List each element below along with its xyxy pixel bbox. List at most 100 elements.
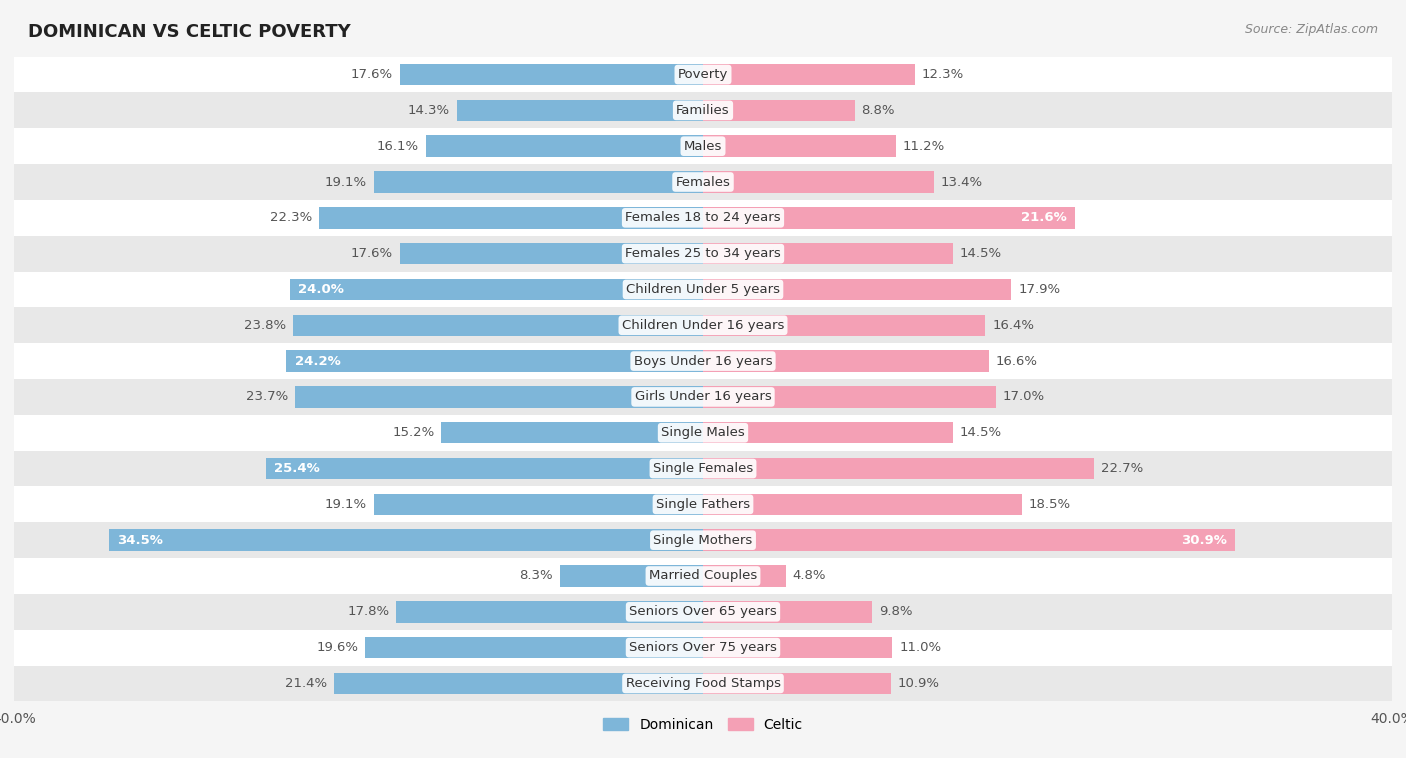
Bar [14, 666, 1392, 701]
Bar [703, 386, 995, 408]
Bar [14, 271, 1392, 307]
Bar [14, 307, 1392, 343]
Bar [292, 315, 703, 336]
Text: 30.9%: 30.9% [1181, 534, 1226, 547]
Text: 23.7%: 23.7% [246, 390, 288, 403]
Bar [14, 594, 1392, 630]
Text: 11.2%: 11.2% [903, 139, 945, 152]
Text: 22.7%: 22.7% [1101, 462, 1143, 475]
Bar [14, 451, 1392, 487]
Text: Children Under 5 years: Children Under 5 years [626, 283, 780, 296]
Text: 19.1%: 19.1% [325, 176, 367, 189]
Text: 16.1%: 16.1% [377, 139, 419, 152]
Bar [14, 487, 1392, 522]
Text: DOMINICAN VS CELTIC POVERTY: DOMINICAN VS CELTIC POVERTY [28, 23, 352, 41]
Bar [14, 558, 1392, 594]
Text: 9.8%: 9.8% [879, 606, 912, 619]
Text: 15.2%: 15.2% [392, 426, 434, 439]
Text: Females 25 to 34 years: Females 25 to 34 years [626, 247, 780, 260]
Text: 34.5%: 34.5% [117, 534, 163, 547]
Bar [287, 350, 703, 372]
Text: 19.1%: 19.1% [325, 498, 367, 511]
Text: Single Females: Single Females [652, 462, 754, 475]
Bar [703, 99, 855, 121]
Bar [14, 164, 1392, 200]
Text: 16.4%: 16.4% [993, 319, 1035, 332]
Text: 8.8%: 8.8% [862, 104, 896, 117]
Bar [703, 171, 934, 193]
Bar [366, 637, 703, 659]
Text: Seniors Over 65 years: Seniors Over 65 years [628, 606, 778, 619]
Text: 17.6%: 17.6% [352, 68, 392, 81]
Bar [108, 529, 703, 551]
Bar [703, 243, 953, 265]
Bar [335, 672, 703, 694]
Bar [703, 315, 986, 336]
Bar [703, 637, 893, 659]
Text: 17.6%: 17.6% [352, 247, 392, 260]
Bar [703, 279, 1011, 300]
Bar [374, 493, 703, 515]
Bar [14, 200, 1392, 236]
Text: Females 18 to 24 years: Females 18 to 24 years [626, 211, 780, 224]
Text: 17.9%: 17.9% [1018, 283, 1060, 296]
Text: 24.0%: 24.0% [298, 283, 344, 296]
Bar [441, 422, 703, 443]
Bar [560, 565, 703, 587]
Text: 18.5%: 18.5% [1029, 498, 1070, 511]
Bar [703, 422, 953, 443]
Bar [426, 136, 703, 157]
Bar [703, 207, 1076, 229]
Bar [703, 64, 915, 86]
Text: 24.2%: 24.2% [295, 355, 340, 368]
Bar [703, 565, 786, 587]
Text: Single Mothers: Single Mothers [654, 534, 752, 547]
Text: Receiving Food Stamps: Receiving Food Stamps [626, 677, 780, 690]
Text: 4.8%: 4.8% [793, 569, 827, 582]
Text: 21.4%: 21.4% [285, 677, 328, 690]
Bar [703, 350, 988, 372]
Bar [14, 236, 1392, 271]
Bar [396, 601, 703, 622]
Bar [457, 99, 703, 121]
Bar [14, 57, 1392, 92]
Text: 8.3%: 8.3% [520, 569, 553, 582]
Bar [266, 458, 703, 479]
Text: 12.3%: 12.3% [922, 68, 965, 81]
Bar [295, 386, 703, 408]
Bar [14, 415, 1392, 451]
Text: 13.4%: 13.4% [941, 176, 983, 189]
Text: Single Males: Single Males [661, 426, 745, 439]
Bar [399, 64, 703, 86]
Bar [703, 601, 872, 622]
Bar [703, 529, 1236, 551]
Text: 14.5%: 14.5% [960, 426, 1001, 439]
Bar [703, 458, 1094, 479]
Text: Single Fathers: Single Fathers [657, 498, 749, 511]
Text: Poverty: Poverty [678, 68, 728, 81]
Bar [14, 92, 1392, 128]
Text: Girls Under 16 years: Girls Under 16 years [634, 390, 772, 403]
Text: Families: Families [676, 104, 730, 117]
Bar [14, 522, 1392, 558]
Bar [14, 379, 1392, 415]
Bar [14, 343, 1392, 379]
Text: Boys Under 16 years: Boys Under 16 years [634, 355, 772, 368]
Bar [14, 128, 1392, 164]
Text: 14.3%: 14.3% [408, 104, 450, 117]
Text: 16.6%: 16.6% [995, 355, 1038, 368]
Text: 19.6%: 19.6% [316, 641, 359, 654]
Text: Females: Females [675, 176, 731, 189]
Bar [703, 493, 1022, 515]
Bar [399, 243, 703, 265]
Bar [703, 672, 891, 694]
Text: Males: Males [683, 139, 723, 152]
Text: Married Couples: Married Couples [650, 569, 756, 582]
Bar [290, 279, 703, 300]
Text: Seniors Over 75 years: Seniors Over 75 years [628, 641, 778, 654]
Bar [374, 171, 703, 193]
Bar [703, 136, 896, 157]
Text: Source: ZipAtlas.com: Source: ZipAtlas.com [1244, 23, 1378, 36]
Text: Children Under 16 years: Children Under 16 years [621, 319, 785, 332]
Text: 14.5%: 14.5% [960, 247, 1001, 260]
